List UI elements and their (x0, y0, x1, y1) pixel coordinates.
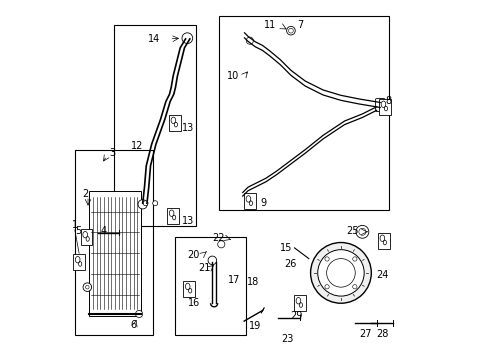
Text: 7: 7 (297, 19, 303, 30)
Text: 11: 11 (264, 19, 276, 30)
Circle shape (138, 200, 147, 209)
Text: 27: 27 (359, 329, 371, 339)
Bar (219, 16, 388, 210)
Text: 12: 12 (131, 141, 143, 151)
Text: 13: 13 (182, 123, 194, 133)
Text: 2: 2 (82, 189, 88, 199)
Text: 29: 29 (289, 311, 302, 321)
Circle shape (310, 243, 370, 303)
Circle shape (352, 285, 356, 289)
Bar (114, 24, 196, 226)
Bar (169, 115, 180, 131)
Text: 9: 9 (260, 198, 266, 208)
Text: 21: 21 (198, 262, 210, 273)
Bar (378, 99, 390, 115)
Text: 13: 13 (182, 216, 194, 226)
Text: 5: 5 (75, 226, 81, 236)
Circle shape (135, 310, 142, 318)
Text: 28: 28 (375, 329, 387, 339)
Bar (175, 237, 246, 336)
Circle shape (326, 258, 354, 287)
Text: 3: 3 (109, 148, 115, 158)
Bar (167, 208, 179, 224)
Text: 19: 19 (248, 321, 261, 332)
Circle shape (317, 249, 364, 296)
Circle shape (352, 257, 356, 261)
Text: 23: 23 (281, 334, 293, 344)
Text: 20: 20 (187, 250, 200, 260)
Circle shape (143, 201, 148, 206)
Circle shape (182, 33, 192, 44)
Text: 22: 22 (212, 233, 224, 243)
Text: 16: 16 (188, 298, 200, 308)
Circle shape (324, 285, 328, 289)
Circle shape (324, 257, 328, 261)
Bar (75, 150, 153, 336)
Text: 26: 26 (284, 259, 296, 269)
Bar (73, 254, 84, 270)
Circle shape (217, 241, 224, 248)
FancyBboxPatch shape (375, 99, 384, 111)
Text: 17: 17 (227, 275, 240, 285)
Text: 8: 8 (385, 96, 391, 106)
Bar (183, 281, 194, 297)
Text: 1: 1 (72, 220, 78, 230)
Circle shape (152, 201, 157, 206)
Text: 14: 14 (148, 34, 160, 44)
Text: 24: 24 (376, 270, 388, 280)
Text: 10: 10 (226, 71, 239, 81)
Bar (377, 233, 389, 249)
Text: 25: 25 (346, 226, 358, 236)
Text: 6: 6 (130, 320, 137, 330)
Circle shape (207, 256, 216, 265)
Text: 18: 18 (247, 277, 259, 287)
Bar (244, 193, 255, 210)
Bar (89, 191, 141, 316)
Text: 15: 15 (280, 243, 292, 253)
Bar (294, 295, 305, 311)
Circle shape (83, 283, 91, 292)
Bar (81, 229, 92, 245)
Text: 4: 4 (101, 226, 107, 236)
Circle shape (246, 37, 253, 44)
Circle shape (83, 237, 91, 245)
